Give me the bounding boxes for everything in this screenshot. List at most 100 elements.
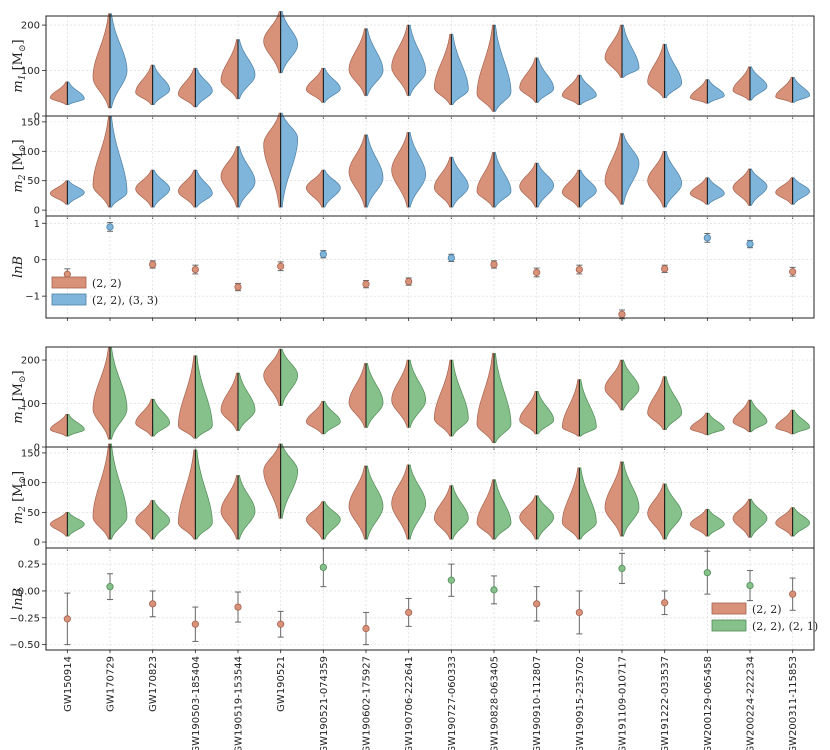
lnB-point [447,254,455,262]
violin-left [775,77,794,103]
lnB-point [149,260,157,269]
y-tick-label: 0 [34,255,40,266]
violin-right [152,169,171,208]
violin-right [237,146,256,208]
violin-left [561,467,580,540]
violin-left [562,379,580,437]
legend-swatch-22 [711,602,747,615]
violin-right [280,348,298,407]
event-label: GW150914 [63,656,74,712]
violin-left [647,150,666,208]
violin-left [647,483,666,540]
violin-right [536,57,555,103]
violin-left [263,443,282,519]
lnB-point [746,581,754,590]
violin-left [732,168,751,206]
y-axis-label: lnB [11,588,26,610]
lnB-point [191,265,199,274]
violin-left [391,132,410,208]
lnB-point [575,265,583,274]
violin-right [194,169,213,208]
violin-left [561,169,580,208]
violin-left [689,509,708,537]
violin-left [92,13,111,109]
y-tick-label: 0.00 [18,586,40,597]
violin-left [305,169,324,208]
legend-label-22: (2, 2) [752,603,782,616]
violin-right [493,152,512,208]
violin-right [664,150,683,208]
violin-left [775,177,794,205]
violin-left [562,74,580,105]
violin-right [66,81,85,105]
violin-left [177,355,196,439]
lnB-point [533,268,541,277]
violin-right [706,79,725,104]
violin-right [109,13,128,109]
violin-right [322,67,341,103]
violin-right [66,511,85,537]
violin-right [450,485,469,540]
violin-right [792,77,811,103]
violin-left [433,156,452,208]
axis-frame [45,215,815,319]
lnB-point [447,576,455,584]
violin-left [775,409,794,435]
violin-left [689,177,708,205]
violin-right [109,115,128,208]
violin-right [237,475,256,540]
violin-left [177,169,196,208]
violin-right [493,479,512,540]
violin-left [519,57,538,103]
violin-right [536,162,555,208]
lnB-point [106,223,114,231]
y-tick-label: 100 [21,399,40,410]
lnB-point [661,599,669,607]
legend-swatch-21 [711,619,747,632]
lnB-point [362,624,370,633]
y-tick-label: 200 [21,21,40,32]
legend-swatch-33 [51,293,87,306]
violin-left [775,507,794,537]
panel-0-1: 0 50 100 150 m2 [M⊙] [11,112,815,219]
violin-left [476,479,495,540]
violin-right [109,346,128,440]
lnB-point [319,563,327,571]
violin-left [348,465,367,540]
violin-left [348,363,367,428]
lnB-point [789,268,797,276]
event-label: GW170729 [106,656,117,712]
lnB-point [191,620,199,628]
violin-left [177,67,196,108]
violin-left [348,28,367,96]
lnB-point [490,260,498,269]
violin-left [732,399,751,433]
violin-right [749,399,768,433]
violin-right [365,134,384,208]
violin-left [263,348,282,407]
y-tick-label: 50 [27,508,40,519]
y-tick-label: 100 [21,66,40,77]
legend-swatch-22 [51,276,87,289]
y-tick-label: −0.50 [9,640,40,651]
lnB-point [277,262,285,270]
violin-right [578,379,597,437]
lnB-point [319,250,327,258]
legend-label-21: (2, 2), (2, 1) [752,620,818,633]
panel-1-1: 0 50 100 150 m2 [M⊙] [11,443,815,551]
event-label: GW190519-153544 [234,656,245,750]
violin-right [408,132,427,208]
y-tick-label: −1 [25,292,40,303]
violin-right [578,467,597,540]
violin-right [578,169,597,208]
y-tick-label: 0 [34,206,40,217]
violin-left [519,390,538,435]
violin-left [220,372,239,431]
event-label: GW190521-074359 [319,656,330,750]
violin-left [92,346,111,440]
violin-right [621,461,640,537]
y-tick-label: 1 [34,219,40,230]
violin-left [49,414,68,437]
violin-right [792,409,811,435]
event-label: GW200224-222234 [746,656,757,750]
